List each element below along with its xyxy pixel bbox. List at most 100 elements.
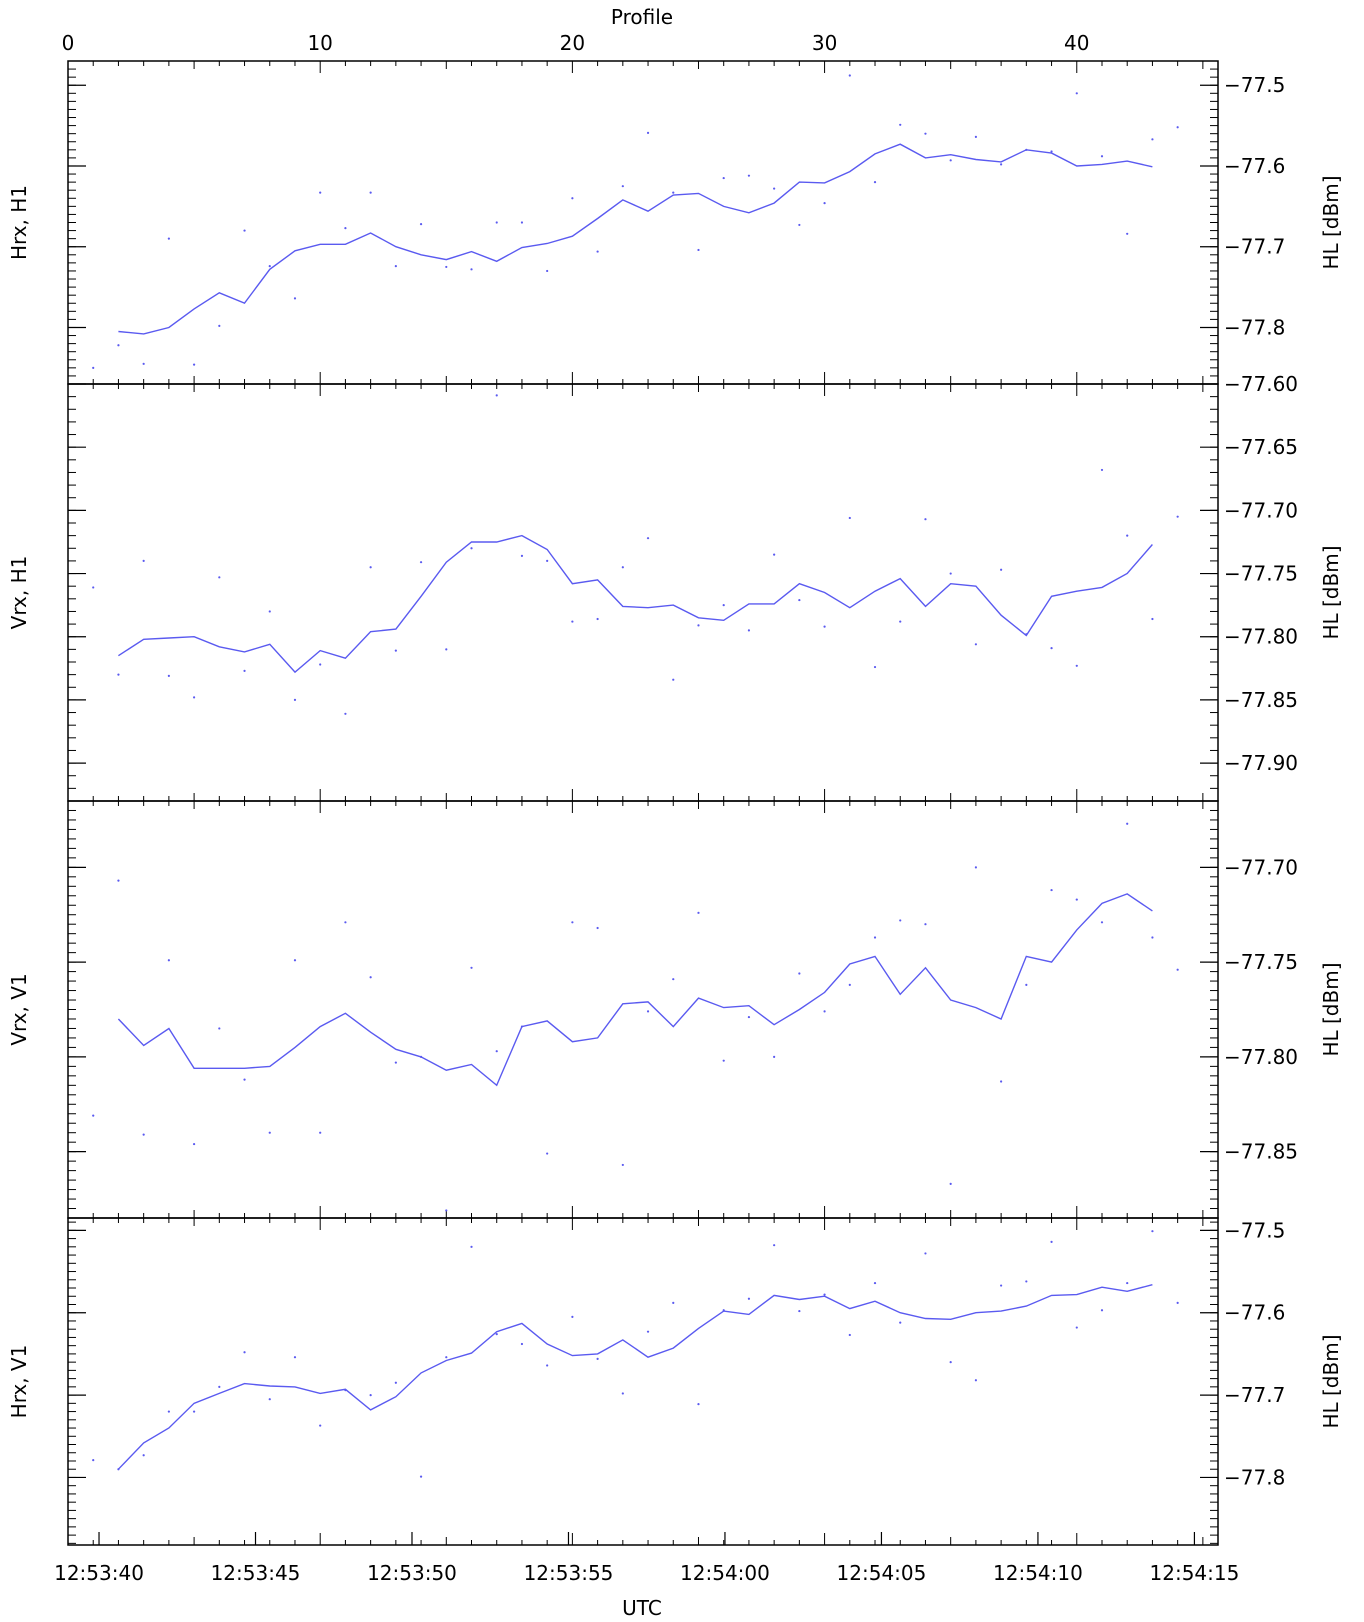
data-point [520, 1342, 524, 1346]
data-point [1176, 515, 1179, 518]
panel-frame [67, 800, 1219, 1219]
data-point [344, 712, 347, 715]
data-point [218, 576, 221, 579]
data-point [369, 1393, 372, 1397]
utc-tick-label: 12:54:10 [993, 1561, 1083, 1585]
data-point [646, 1010, 650, 1013]
y-tick-label: −77.5 [1224, 1218, 1285, 1242]
data-point [243, 1078, 246, 1081]
data-point [722, 1309, 725, 1312]
data-point [319, 191, 322, 194]
data-point [798, 223, 801, 227]
data-point [243, 669, 246, 672]
data-point [369, 566, 372, 569]
data-point [1025, 633, 1028, 636]
y-tick-label: −77.60 [1224, 372, 1298, 396]
y-tick-label: −77.85 [1224, 688, 1298, 712]
data-point [419, 1055, 423, 1058]
data-point [344, 227, 347, 230]
top-tick-label: 40 [1064, 31, 1089, 55]
right-axis-label: HL [dBm] [1319, 1334, 1343, 1428]
data-point [722, 604, 725, 607]
data-point [394, 265, 397, 268]
data-point [293, 959, 297, 962]
data-point [798, 598, 801, 602]
data-point [293, 297, 297, 300]
data-point [924, 518, 927, 521]
data-point [344, 1389, 347, 1392]
data-point [319, 1424, 322, 1427]
data-point [520, 221, 524, 224]
data-point [546, 269, 549, 273]
utc-tick-label: 12:53:40 [54, 1561, 144, 1585]
data-point [243, 1351, 246, 1354]
panel-3: −77.70 −77.75 −77.80 −77.85 Vrx, V1 HL [dBm] [7, 800, 1343, 1219]
data-point [722, 1059, 725, 1062]
data-point [520, 554, 524, 557]
y-tick-label: −77.6 [1224, 1301, 1285, 1325]
data-point [747, 1297, 751, 1300]
data-point [646, 537, 650, 540]
series-line [117, 893, 1153, 1087]
data-point [419, 223, 423, 226]
data-point [268, 1398, 271, 1401]
data-point [319, 1131, 322, 1134]
data-point [1075, 1326, 1078, 1329]
data-point [268, 1131, 271, 1134]
data-point [1151, 138, 1154, 141]
y-tick-label: −77.5 [1224, 73, 1285, 97]
data-point [520, 1025, 524, 1028]
left-axis-label: Vrx, V1 [7, 973, 31, 1045]
data-point [1075, 92, 1078, 95]
bottom-axis-title: UTC [622, 1596, 662, 1620]
data-point [344, 921, 347, 924]
data-point [1176, 126, 1179, 129]
panel-4: −77.5 −77.6 −77.7 −77.8 Hrx, V1 HL [dBm] [7, 1217, 1343, 1546]
top-tick-label: 10 [307, 31, 332, 55]
y-tick-label: −77.7 [1224, 1383, 1285, 1407]
y-tick-label: −77.7 [1224, 235, 1285, 259]
data-point [394, 1061, 397, 1064]
data-point [747, 629, 751, 632]
data-point [747, 174, 751, 177]
series-line [118, 143, 1153, 335]
data-point [92, 366, 95, 369]
data-point [218, 324, 221, 327]
top-tick-label: 0 [62, 31, 75, 55]
data-point [873, 1281, 877, 1285]
data-point [268, 265, 271, 268]
data-point [470, 268, 473, 271]
data-point [192, 696, 196, 699]
series-line [117, 1284, 1153, 1470]
data-point [1126, 1281, 1129, 1285]
data-point [697, 1403, 700, 1406]
data-point [445, 648, 448, 651]
data-point [445, 265, 448, 269]
y-tick-label: −77.75 [1224, 562, 1298, 586]
data-point [747, 1015, 751, 1019]
data-point [949, 1182, 952, 1185]
y-tick-label: −77.90 [1224, 751, 1298, 775]
data-point [672, 191, 675, 194]
data-point [823, 625, 826, 628]
data-point [646, 1330, 650, 1333]
data-point [848, 516, 851, 520]
data-point [495, 1050, 498, 1053]
data-point [546, 559, 549, 563]
data-point [672, 978, 675, 981]
data-point [1100, 1309, 1104, 1312]
data-point [899, 620, 902, 623]
y-tick-label: −77.70 [1224, 855, 1298, 879]
data-point [1126, 232, 1129, 235]
data-point [470, 966, 473, 969]
data-point [1075, 898, 1078, 901]
data-point [596, 617, 599, 621]
top-axis-title: Profile [611, 5, 673, 29]
data-point [495, 1333, 498, 1336]
y-tick-label: −77.6 [1224, 154, 1285, 178]
data-point [142, 559, 145, 563]
data-point [192, 1410, 196, 1413]
data-point [1126, 822, 1129, 825]
data-point [697, 248, 700, 252]
data-point [571, 197, 574, 200]
